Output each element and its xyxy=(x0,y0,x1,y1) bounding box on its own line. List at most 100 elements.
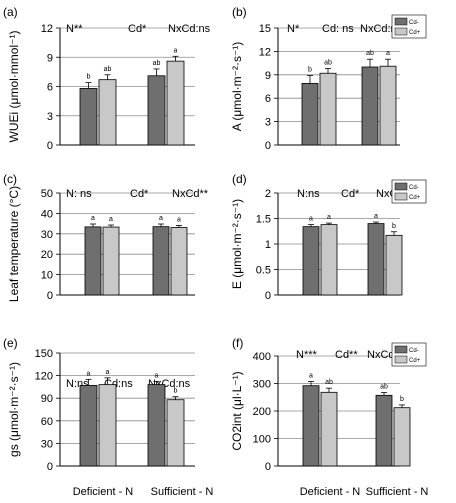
significance-letter: a xyxy=(87,370,91,377)
significance-letter: a xyxy=(159,215,163,222)
legend-label: Cd- xyxy=(409,348,419,354)
y-tick-label: 100 xyxy=(253,434,271,446)
y-axis-title: A (μmol·m⁻²·s⁻¹) xyxy=(230,42,244,132)
bar-cdminus xyxy=(79,384,98,467)
stats-label: Cd* xyxy=(341,188,360,200)
panel-label: (e) xyxy=(3,336,18,350)
y-tick-label: 12 xyxy=(41,23,53,35)
y-tick-label: 400 xyxy=(253,351,271,363)
significance-letter: a xyxy=(309,216,313,223)
y-tick-label: 9 xyxy=(265,70,271,82)
stats-label: N*** xyxy=(296,349,318,361)
y-tick-label: 3 xyxy=(265,117,271,129)
y-tick-label: 0 xyxy=(265,461,271,473)
y-tick-label: 6 xyxy=(265,93,271,105)
bar-cdplus xyxy=(166,60,185,146)
bottom-left-category-labels: Deficient - N Sufficient - N xyxy=(73,486,214,498)
y-tick-label: 200 xyxy=(253,406,271,418)
y-axis-title: gs (μmol·m⁻²·s⁻¹) xyxy=(7,362,21,457)
bar-cdminus xyxy=(302,226,320,296)
significance-letter: ab xyxy=(325,379,333,386)
y-tick-label: 1.5 xyxy=(256,214,271,226)
y-tick-label: 15 xyxy=(259,23,271,35)
bar-cdplus xyxy=(320,224,338,296)
panel-label: (c) xyxy=(3,172,17,186)
significance-letter: a xyxy=(155,373,159,380)
significance-letter: a xyxy=(327,214,331,221)
y-tick-label: 30 xyxy=(41,438,53,450)
legend: Cd- Cd+ xyxy=(391,342,427,367)
y-tick-label: 0 xyxy=(47,290,53,302)
x-category-label-sufficient-right: Sufficient - N xyxy=(366,486,429,498)
stats-label: Cd** xyxy=(335,349,358,361)
y-tick-label: 150 xyxy=(35,348,53,360)
legend-swatch xyxy=(394,17,408,26)
y-tick-label: 3 xyxy=(47,111,53,123)
significance-letter: a xyxy=(109,216,113,223)
bottom-right-category-labels: Deficient - N Sufficient - N xyxy=(300,486,429,498)
legend-swatch xyxy=(394,27,408,36)
significance-letter: ab xyxy=(366,50,374,57)
y-tick-label: 12 xyxy=(259,46,271,58)
significance-letter: a xyxy=(177,216,181,223)
significance-letter: b xyxy=(174,388,178,395)
bar-cdplus xyxy=(98,384,117,467)
chart-panel-4: (d)00.511.52E (μmol·m⁻²·s⁻¹)N:nsCd*NxCd*… xyxy=(230,172,427,302)
significance-letter: b xyxy=(400,396,404,403)
chart-panel-1: (a) 0 3 6 9 12 WUEi (μmol·mmol⁻¹) N** Cd* NxCd:ns… xyxy=(3,5,211,152)
legend-swatch xyxy=(394,192,408,201)
significance-letter: a xyxy=(174,47,178,54)
y-tick-label: 9 xyxy=(47,52,53,64)
x-category-label-deficient-left: Deficient - N xyxy=(73,486,134,498)
bar-cdplus xyxy=(379,65,397,146)
y-tick-label: 50 xyxy=(41,188,53,200)
legend-swatch xyxy=(394,182,408,191)
significance-letter: a xyxy=(309,373,313,380)
bar-cdplus xyxy=(393,407,411,467)
y-tick-label: 20 xyxy=(41,249,53,261)
y-tick-label: 1 xyxy=(265,239,271,251)
y-axis-title: Leaf temperature (°C) xyxy=(7,186,21,302)
y-tick-label: 0 xyxy=(47,461,53,473)
x-category-label-deficient-right: Deficient - N xyxy=(300,486,361,498)
bar-cdminus xyxy=(375,394,393,467)
legend-label: Cd+ xyxy=(409,30,421,36)
bar-cdminus xyxy=(152,226,170,296)
significance-letter: a xyxy=(386,50,390,57)
bar-cdminus xyxy=(302,385,320,467)
y-axis-title: CO2int (μl·L⁻¹) xyxy=(230,371,244,450)
significance-letter: ab xyxy=(324,60,332,67)
y-tick-label: 10 xyxy=(41,270,53,282)
bar-cdminus xyxy=(147,75,166,146)
y-tick-label: 120 xyxy=(35,371,53,383)
significance-letter: b xyxy=(308,67,312,74)
panel-label: (a) xyxy=(3,5,18,19)
significance-letter: b xyxy=(392,223,396,230)
y-tick-label: 300 xyxy=(253,379,271,391)
significance-letter: ab xyxy=(380,384,388,391)
significance-letter: a xyxy=(91,215,95,222)
bar-cdplus xyxy=(319,72,337,146)
bar-cdminus xyxy=(361,66,379,146)
stats-label: Cd* xyxy=(128,23,147,35)
y-tick-label: 60 xyxy=(41,416,53,428)
stats-label: NxCd:ns xyxy=(168,23,211,35)
y-tick-label: 90 xyxy=(41,393,53,405)
stats-label: Cd* xyxy=(130,188,149,200)
bar-cdminus xyxy=(301,82,319,146)
stats-label: N** xyxy=(66,23,83,35)
significance-letter: a xyxy=(374,213,378,220)
significance-letter: b xyxy=(87,74,91,81)
stats-label: Cd: ns xyxy=(322,23,354,35)
significance-letter: a xyxy=(106,369,110,376)
bar-cdminus xyxy=(84,226,102,296)
y-tick-label: 0 xyxy=(265,140,271,152)
significance-letter: ab xyxy=(153,60,161,67)
legend-label: Cd+ xyxy=(409,195,421,201)
x-category-label-sufficient-left: Sufficient - N xyxy=(151,486,214,498)
panel-label: (b) xyxy=(232,5,247,19)
bar-cdplus xyxy=(98,79,117,146)
legend-label: Cd+ xyxy=(409,358,421,364)
